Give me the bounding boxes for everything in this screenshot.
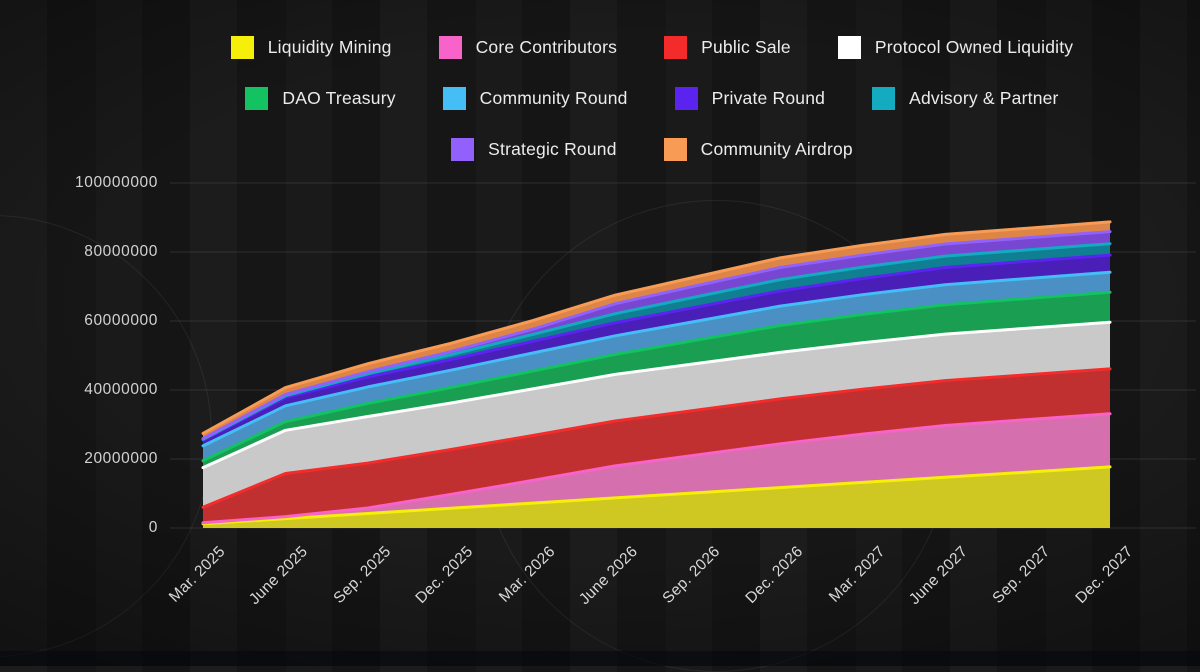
area-community-round: [203, 271, 1110, 460]
legend-swatch-community-airdrop: [663, 138, 687, 161]
legend-label: Strategic Round: [488, 139, 617, 159]
legend-row: Liquidity Mining Core Contributors Public …: [104, 36, 1200, 59]
legend-item-community-airdrop[interactable]: Community Airdrop: [663, 138, 853, 161]
legend-swatch-protocol-owned-liquidity: [837, 36, 861, 59]
legend-swatch-private-round: [674, 87, 698, 110]
legend-swatch-dao-treasury: [245, 87, 269, 110]
legend-item-liquidity-mining[interactable]: Liquidity Mining: [230, 36, 392, 59]
chart-legend: Liquidity Mining Core Contributors Public …: [0, 36, 1200, 161]
legend-item-core-contributors[interactable]: Core Contributors: [438, 36, 618, 59]
legend-swatch-core-contributors: [438, 36, 462, 59]
legend-swatch-strategic-round: [451, 138, 475, 161]
area-protocol-owned-liquidity: [203, 321, 1110, 507]
legend-row: DAO Treasury Community Round Private Round…: [104, 87, 1200, 110]
legend-label: Liquidity Mining: [267, 37, 392, 57]
y-tick-label: 40000000: [84, 381, 158, 398]
y-tick-label: 0: [148, 519, 158, 536]
area-edge-community-airdrop: [201, 220, 1112, 435]
area-edge-protocol-owned-liquidity: [201, 320, 1112, 470]
legend-item-dao-treasury[interactable]: DAO Treasury: [245, 87, 395, 110]
legend-label: DAO Treasury: [282, 88, 396, 108]
y-tick-label: 60000000: [84, 312, 158, 329]
legend-label: Core Contributors: [475, 37, 618, 57]
legend-item-protocol-owned-liquidity[interactable]: Protocol Owned Liquidity: [837, 36, 1074, 59]
area-edge-strategic-round: [201, 230, 1112, 441]
legend-swatch-community-round: [442, 87, 466, 110]
legend-item-strategic-round[interactable]: Strategic Round: [451, 138, 617, 161]
legend-item-public-sale[interactable]: Public Sale: [664, 36, 791, 59]
legend-item-private-round[interactable]: Private Round: [674, 87, 826, 110]
legend-swatch-public-sale: [664, 36, 688, 59]
y-tick-label: 100000000: [75, 174, 158, 191]
area-public-sale: [203, 367, 1110, 522]
area-edge-private-round: [201, 253, 1112, 442]
legend-label: Protocol Owned Liquidity: [874, 37, 1074, 57]
legend-item-community-round[interactable]: Community Round: [442, 87, 628, 110]
legend-row: Strategic Round Community Airdrop: [104, 138, 1200, 161]
area-edge-liquidity-mining: [201, 465, 1112, 526]
area-edge-dao-treasury: [201, 290, 1112, 463]
legend-label: Private Round: [711, 88, 826, 108]
area-edge-public-sale: [201, 367, 1112, 509]
legend-swatch-advisory-partner: [872, 87, 896, 110]
area-edge-core-contributors: [201, 412, 1112, 525]
area-core-contributors: [203, 412, 1110, 523]
area-edge-community-round: [201, 270, 1112, 448]
legend-label: Public Sale: [701, 37, 791, 57]
legend-swatch-liquidity-mining: [230, 36, 254, 59]
legend-label: Community Round: [479, 88, 628, 108]
y-tick-label: 80000000: [84, 243, 158, 260]
area-dao-treasury: [203, 291, 1110, 467]
legend-item-advisory-partner[interactable]: Advisory & Partner: [872, 87, 1059, 110]
y-tick-label: 20000000: [84, 450, 158, 467]
bottom-edge-bar: [0, 651, 1200, 666]
legend-label: Community Airdrop: [700, 139, 853, 159]
area-edge-advisory-partner: [201, 242, 1112, 441]
area-private-round: [203, 254, 1110, 445]
legend-label: Advisory & Partner: [909, 88, 1059, 108]
